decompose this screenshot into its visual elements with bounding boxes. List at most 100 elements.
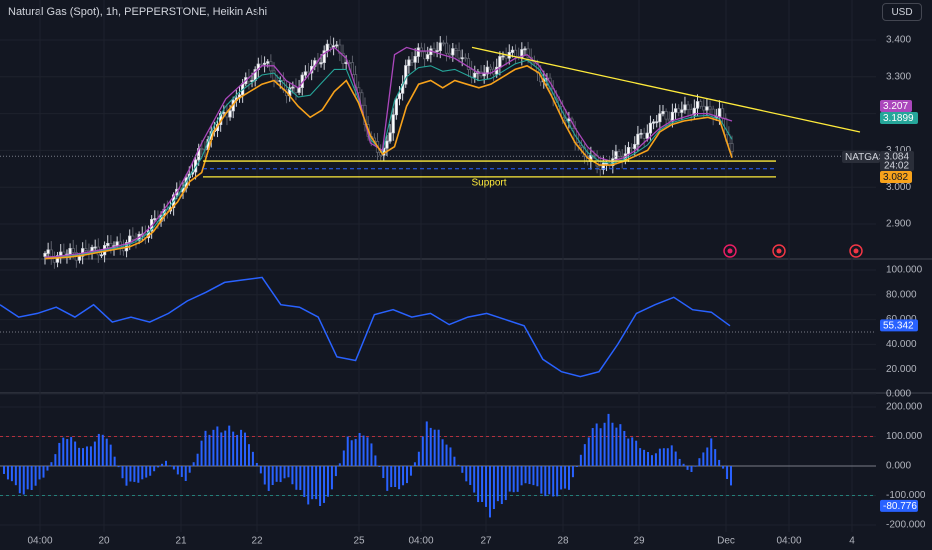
candle-body bbox=[720, 108, 725, 119]
candle-body bbox=[488, 66, 493, 70]
price-label-fast: 3.207 bbox=[883, 101, 908, 112]
histogram-bar bbox=[556, 466, 559, 497]
histogram-bar bbox=[500, 466, 503, 505]
price-label-slow: 3.082 bbox=[883, 172, 908, 183]
histogram-bar bbox=[58, 442, 61, 466]
y-tick-label: 3.100 bbox=[886, 145, 911, 156]
price-label-mid-bg bbox=[880, 112, 918, 124]
histogram-bar bbox=[370, 443, 373, 466]
histogram-bar bbox=[706, 447, 709, 466]
oscillator-value-label: 55.342 bbox=[883, 321, 914, 332]
histogram-bar bbox=[85, 446, 88, 466]
histogram-bar bbox=[18, 466, 21, 494]
histogram-bar bbox=[674, 451, 677, 466]
histogram-bar bbox=[299, 466, 302, 491]
histogram-bar bbox=[184, 466, 187, 481]
currency-button[interactable]: USD bbox=[882, 3, 922, 21]
y-tick-label: 0.000 bbox=[886, 461, 911, 472]
candle-body bbox=[394, 98, 398, 116]
candle-body bbox=[228, 110, 232, 118]
histogram-bar bbox=[137, 466, 140, 483]
candle-body bbox=[441, 42, 445, 45]
histogram-bar bbox=[635, 440, 638, 466]
histogram-bar bbox=[437, 429, 440, 466]
candle-body bbox=[523, 48, 527, 51]
histogram-bar bbox=[228, 425, 231, 466]
histogram-bar bbox=[78, 447, 81, 466]
histogram-bar bbox=[524, 466, 527, 484]
histogram-bar bbox=[627, 438, 630, 466]
histogram-bar bbox=[670, 445, 673, 466]
histogram-bar bbox=[382, 466, 385, 479]
histogram-bar bbox=[22, 466, 25, 495]
histogram-bar bbox=[619, 424, 622, 466]
x-tick-label: 4 bbox=[849, 536, 855, 547]
candle-body bbox=[128, 235, 132, 244]
histogram-bar bbox=[271, 466, 274, 486]
histogram-bar bbox=[587, 437, 590, 466]
resistance-trendline bbox=[471, 46, 861, 133]
candle-body bbox=[410, 59, 414, 63]
histogram-bar bbox=[101, 434, 104, 466]
candle-body bbox=[404, 65, 408, 85]
histogram-bar bbox=[10, 466, 13, 482]
chart-title: Natural Gas (Spot), 1h, PEPPERSTONE, Hei… bbox=[8, 6, 268, 18]
histogram-bar bbox=[204, 430, 207, 466]
histogram-bar bbox=[342, 450, 345, 466]
histogram-bar bbox=[121, 466, 124, 479]
candle-body bbox=[692, 107, 696, 116]
histogram-bar bbox=[398, 466, 401, 490]
candle-body bbox=[717, 108, 722, 118]
us-flag-event-icon-dot bbox=[776, 248, 782, 254]
candle-body bbox=[504, 55, 508, 59]
histogram-bar bbox=[710, 438, 713, 466]
last-price-box bbox=[880, 151, 914, 171]
histogram-bar bbox=[157, 466, 160, 468]
histogram-bar bbox=[362, 435, 365, 466]
histogram-bar bbox=[212, 429, 215, 466]
y-tick-label: -100.000 bbox=[886, 490, 926, 501]
symbol-label: NATGAS bbox=[845, 152, 886, 163]
candle-body bbox=[510, 49, 515, 53]
candle-body bbox=[335, 44, 339, 47]
histogram-bar bbox=[354, 438, 357, 466]
histogram-bar bbox=[89, 446, 92, 466]
ma-slow-line bbox=[44, 64, 733, 260]
histogram-bar bbox=[263, 466, 266, 485]
histogram-bar bbox=[698, 458, 701, 466]
y-tick-label: 200.000 bbox=[886, 402, 923, 413]
y-tick-label: 0.000 bbox=[886, 389, 911, 400]
histogram-bar bbox=[26, 466, 29, 490]
candle-body bbox=[526, 48, 530, 58]
histogram-bar bbox=[639, 448, 642, 466]
histogram-bar bbox=[647, 452, 650, 466]
last-price-value: 3.084 bbox=[884, 152, 909, 163]
candle-body bbox=[648, 122, 653, 134]
histogram-bar bbox=[232, 431, 235, 466]
histogram-bar bbox=[14, 466, 17, 486]
candle-body bbox=[46, 249, 50, 254]
candle-body bbox=[294, 86, 298, 93]
histogram-bar bbox=[654, 453, 657, 466]
oscillator-line bbox=[0, 276, 731, 378]
candle-body bbox=[601, 162, 605, 170]
histogram-bar bbox=[611, 422, 614, 466]
candle-body bbox=[670, 111, 674, 122]
candle-body bbox=[153, 218, 157, 221]
candle-body bbox=[422, 51, 427, 60]
x-tick-label: 28 bbox=[557, 536, 569, 547]
histogram-bar bbox=[279, 466, 282, 483]
histogram-bar bbox=[662, 448, 665, 466]
us-flag-event-icon-dot bbox=[853, 248, 859, 254]
candle-body bbox=[473, 72, 477, 78]
y-tick-label: 100.000 bbox=[886, 265, 923, 276]
histogram-bar bbox=[465, 466, 468, 482]
candle-body bbox=[115, 241, 119, 247]
lightning-event-icon-dot bbox=[727, 248, 733, 254]
candle-body bbox=[407, 59, 411, 66]
candle-body bbox=[438, 42, 442, 52]
histogram-bar bbox=[180, 466, 183, 477]
histogram-value-label: -80.776 bbox=[883, 501, 917, 512]
histogram-bar bbox=[548, 466, 551, 495]
